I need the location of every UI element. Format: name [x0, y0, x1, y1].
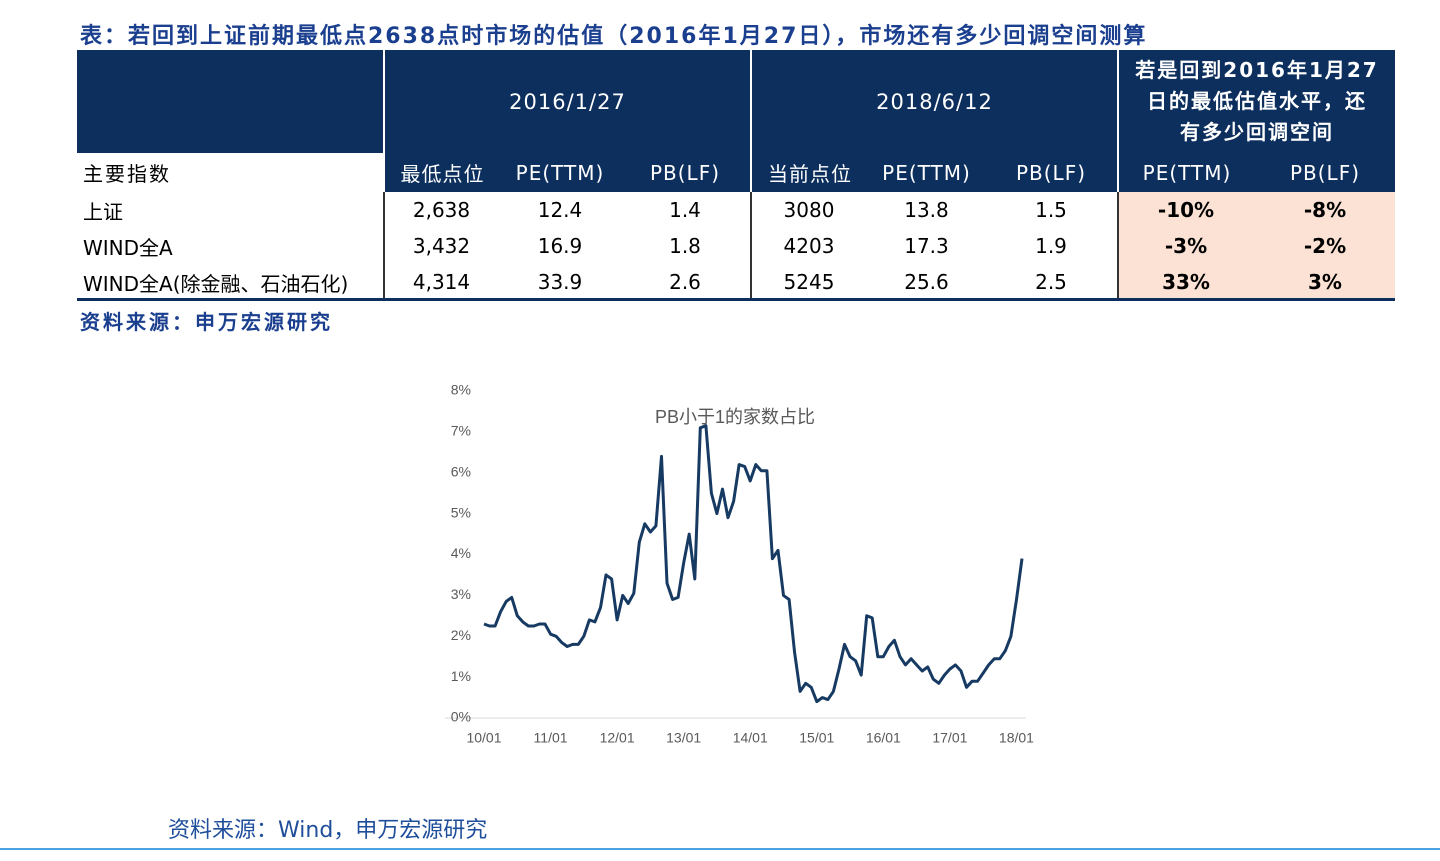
table-cell: 2.6 [669, 270, 701, 294]
table-cell: 2,638 [412, 198, 471, 222]
table-cell: 1.4 [669, 198, 701, 222]
table-cell: 2.5 [1035, 270, 1067, 294]
x-tick-label: 11/01 [534, 730, 568, 746]
column-rule [1117, 192, 1119, 300]
table-cell: 5245 [783, 270, 835, 294]
table-cell: 33.9 [537, 270, 583, 294]
y-tick-label: 4% [451, 545, 471, 561]
y-tick-label: 3% [451, 586, 471, 602]
table-cell: -10% [1117, 192, 1255, 228]
table-cell: WIND全A [83, 235, 173, 260]
y-tick-label: 0% [451, 709, 471, 725]
group-header-line: 有多少回调空间 [1180, 120, 1334, 144]
column-header: PB(LF) [620, 153, 750, 192]
table-cell: 16.9 [537, 234, 583, 258]
table-cell: 25.6 [904, 270, 949, 294]
x-tick-label: 18/01 [999, 730, 1034, 746]
column-header: 最低点位 [385, 153, 500, 192]
table-cell: 3080 [783, 198, 835, 222]
column-header: PB(LF) [1255, 153, 1395, 192]
group-header-line: 若是回到2016年1月27 [1135, 58, 1379, 82]
table-cell: 17.3 [904, 234, 949, 258]
table-cell: 3% [1255, 264, 1395, 300]
column-rule [383, 192, 385, 300]
x-tick-label: 15/01 [799, 730, 834, 746]
group-header: 若是回到2016年1月27 日的最低估值水平，还 有多少回调空间 [1119, 50, 1395, 153]
group-header: 2018/6/12 [752, 50, 1117, 153]
table-cell: 4,314 [412, 270, 471, 294]
column-header: 主要指数 [83, 162, 171, 186]
y-tick-label: 5% [451, 504, 471, 520]
table-cell: -8% [1255, 192, 1395, 228]
table-cell: -2% [1255, 228, 1395, 264]
table-source: 资料来源：申万宏源研究 [80, 310, 333, 334]
y-tick-label: 2% [451, 627, 471, 643]
y-tick-label: 1% [451, 668, 471, 684]
table-cell: -3% [1117, 228, 1255, 264]
y-tick-label: 7% [451, 423, 471, 439]
table-cell: 12.4 [537, 198, 583, 222]
x-tick-label: 14/01 [733, 730, 768, 746]
column-header: PE(TTM) [500, 153, 620, 192]
group-header: 2016/1/27 [385, 50, 750, 153]
chart-title: PB小于1的家数占比 [655, 407, 815, 427]
table-cell: 3,432 [412, 234, 471, 258]
x-tick-label: 12/01 [600, 730, 635, 746]
x-tick-label: 10/01 [466, 730, 501, 746]
y-tick-label: 8% [451, 382, 471, 398]
table-cell: 33% [1117, 264, 1255, 300]
table-cell: 1.9 [1035, 234, 1067, 258]
table-cell: 1.5 [1035, 198, 1067, 222]
x-tick-label: 13/01 [666, 730, 701, 746]
y-tick-label: 6% [451, 463, 471, 479]
column-header: PE(TTM) [868, 153, 985, 192]
column-header: 当前点位 [752, 153, 868, 192]
table-bottom-rule [77, 298, 1395, 301]
table-title: 表：若回到上证前期最低点2638点时市场的估值（2016年1月27日），市场还有… [80, 24, 1148, 49]
table-cell: WIND全A(除金融、石油石化) [83, 271, 349, 296]
x-tick-label: 17/01 [932, 730, 967, 746]
x-tick-label: 16/01 [866, 730, 901, 746]
group-header-line: 日的最低估值水平，还 [1147, 89, 1367, 113]
table-cell: 1.8 [669, 234, 701, 258]
column-header: PE(TTM) [1119, 153, 1255, 192]
header-blank [77, 50, 383, 153]
table-cell: 13.8 [904, 198, 949, 222]
chart-source: 资料来源：Wind，申万宏源研究 [168, 818, 488, 843]
table-cell: 上证 [83, 199, 123, 224]
column-rule [750, 192, 752, 300]
table-cell: 4203 [783, 234, 835, 258]
column-header: PB(LF) [985, 153, 1117, 192]
line-series [483, 424, 1024, 704]
